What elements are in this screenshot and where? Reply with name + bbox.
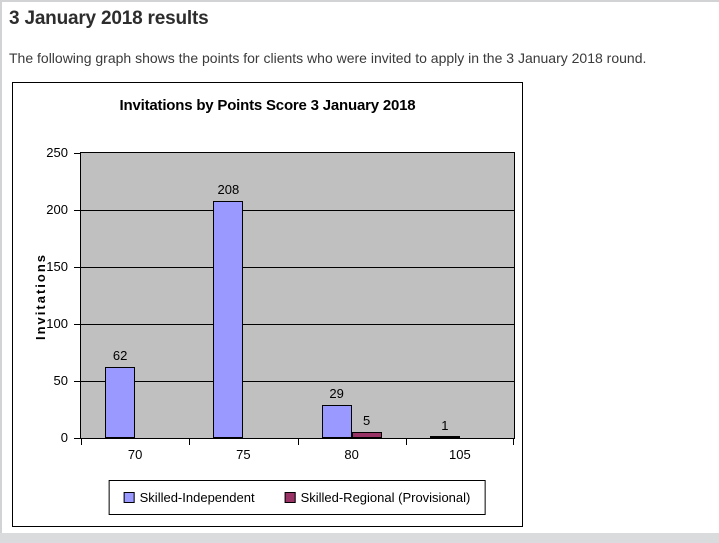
gridline xyxy=(81,210,514,211)
page-top-edge xyxy=(0,0,719,2)
bar xyxy=(321,404,352,438)
y-axis-tick xyxy=(74,438,80,439)
bar xyxy=(105,367,136,438)
bar xyxy=(429,436,460,438)
x-axis-tick xyxy=(513,439,514,445)
legend-swatch xyxy=(284,492,296,503)
legend-item: Skilled-Independent xyxy=(123,490,255,505)
y-axis-tick xyxy=(74,381,80,382)
y-axis-tick xyxy=(74,210,80,211)
x-axis-tick xyxy=(189,439,190,445)
y-axis-label: 250 xyxy=(46,145,68,160)
x-axis-tick xyxy=(406,439,407,445)
bar xyxy=(351,432,382,438)
y-axis-tick xyxy=(74,267,80,268)
gridline xyxy=(81,381,514,382)
x-axis-label: 70 xyxy=(127,447,143,462)
bar-value-label: 208 xyxy=(217,181,240,197)
gridline xyxy=(81,324,514,325)
chart-panel: Invitations by Points Score 3 January 20… xyxy=(12,82,523,527)
y-axis-tick xyxy=(74,324,80,325)
y-axis-title: Invitations xyxy=(33,253,48,341)
bar-value-label: 5 xyxy=(363,413,371,429)
y-axis-label: 100 xyxy=(46,316,68,331)
legend-swatch xyxy=(123,492,135,503)
intro-text: The following graph shows the points for… xyxy=(9,50,647,66)
y-axis-label: 50 xyxy=(53,373,68,388)
x-axis-label: 75 xyxy=(236,447,251,462)
legend: Skilled-Independent Skilled-Regional (Pro… xyxy=(108,480,486,515)
y-axis-label: 0 xyxy=(60,430,68,445)
y-axis-label: 200 xyxy=(46,202,68,217)
page-left-edge xyxy=(0,0,2,533)
page-bottom-edge xyxy=(0,533,719,543)
x-axis-tick xyxy=(81,439,82,445)
x-axis-tick xyxy=(298,439,299,445)
plot-area: 62 208 29 1 5 xyxy=(80,152,515,439)
bar-value-label: 62 xyxy=(112,348,128,364)
x-axis-label: 80 xyxy=(344,447,359,462)
legend-label: Skilled-Independent xyxy=(139,490,255,505)
y-axis-label: 150 xyxy=(46,259,68,274)
y-axis-tick xyxy=(74,153,80,154)
bar-value-label: 29 xyxy=(329,385,344,401)
chart-title: Invitations by Points Score 3 January 20… xyxy=(119,97,416,114)
legend-label: Skilled-Regional (Provisional) xyxy=(300,490,471,505)
legend-item: Skilled-Regional (Provisional) xyxy=(284,490,471,505)
page-title: 3 January 2018 results xyxy=(9,8,209,29)
gridline xyxy=(81,267,514,268)
bar-value-label: 1 xyxy=(441,417,449,433)
bar xyxy=(213,200,244,438)
x-axis-label: 105 xyxy=(449,447,471,462)
